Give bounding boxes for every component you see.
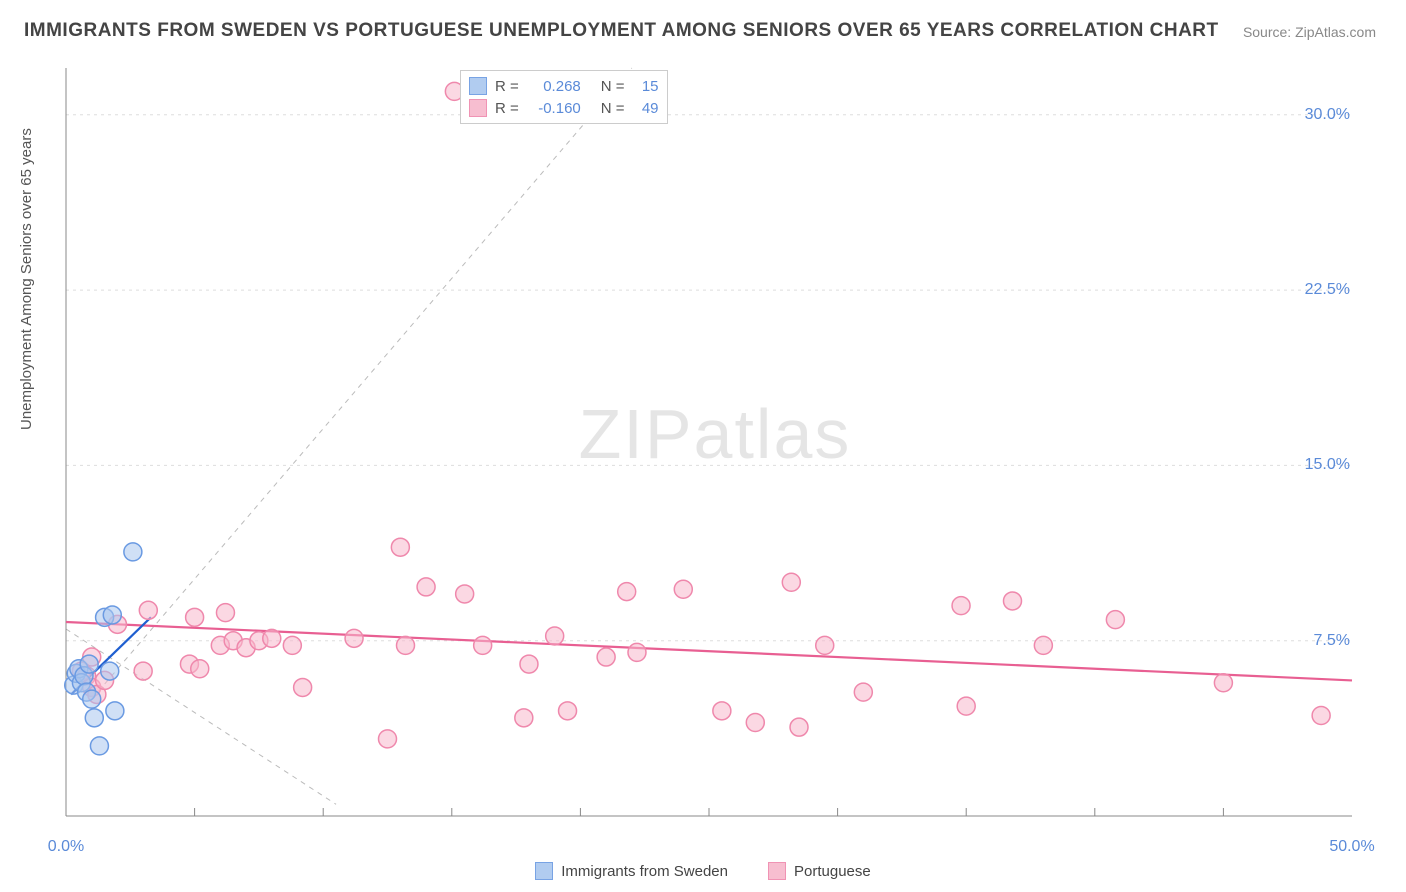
n-value-portuguese: 49 [633,100,659,117]
legend-row-portuguese: R = -0.160 N = 49 [469,97,659,119]
x-tick-max: 50.0% [1329,838,1374,856]
legend-row-sweden: R = 0.268 N = 15 [469,75,659,97]
chart-title: IMMIGRANTS FROM SWEDEN VS PORTUGUESE UNE… [24,20,1219,42]
r-label: R = [495,78,519,95]
source-link[interactable]: ZipAtlas.com [1295,24,1376,40]
legend-label-portuguese: Portuguese [794,863,871,880]
swatch-portuguese-icon [768,862,786,880]
y-axis-label: Unemployment Among Seniors over 65 years [18,128,35,430]
chart-area: ZIPatlas 7.5%15.0%22.5%30.0% [60,62,1370,822]
legend-item-sweden: Immigrants from Sweden [535,862,728,880]
x-tick-min: 0.0% [48,838,84,856]
r-value-sweden: 0.268 [527,78,581,95]
n-value-sweden: 15 [633,78,659,95]
swatch-sweden-icon [535,862,553,880]
correlation-legend: R = 0.268 N = 15 R = -0.160 N = 49 [460,70,668,124]
source-prefix: Source: [1243,24,1295,40]
y-tick-label: 22.5% [1305,281,1350,299]
y-tick-label: 7.5% [1314,632,1350,650]
swatch-sweden-icon [469,77,487,95]
scatter-plot [60,62,1370,822]
series-legend: Immigrants from Sweden Portuguese [0,862,1406,880]
legend-item-portuguese: Portuguese [768,862,871,880]
swatch-portuguese-icon [469,99,487,117]
source-attribution: Source: ZipAtlas.com [1243,24,1376,40]
chart-container: IMMIGRANTS FROM SWEDEN VS PORTUGUESE UNE… [0,0,1406,892]
y-tick-label: 15.0% [1305,456,1350,474]
r-label: R = [495,100,519,117]
y-tick-label: 30.0% [1305,106,1350,124]
n-label: N = [601,78,625,95]
legend-label-sweden: Immigrants from Sweden [561,863,728,880]
n-label: N = [601,100,625,117]
r-value-portuguese: -0.160 [527,100,581,117]
